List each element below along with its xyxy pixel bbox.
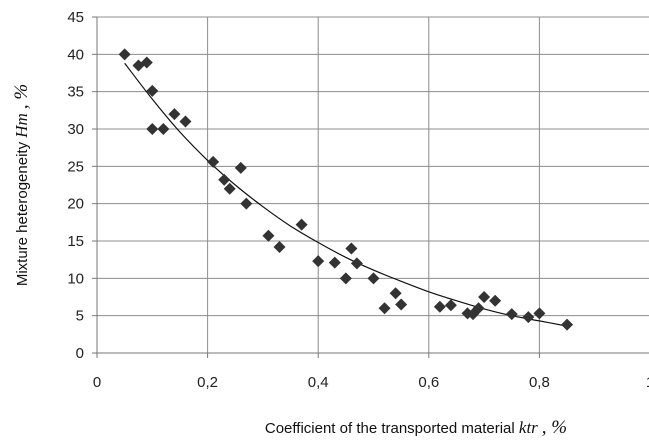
trendline xyxy=(124,62,568,327)
y-tick-label: 35 xyxy=(67,84,84,101)
y-tick-label: 30 xyxy=(67,121,84,138)
data-point xyxy=(118,48,131,61)
data-point xyxy=(489,294,502,307)
x-axis-title-unit: , % xyxy=(542,417,567,438)
data-point xyxy=(478,291,491,303)
y-tick-label: 0 xyxy=(76,345,84,362)
data-point xyxy=(157,123,170,135)
y-tick-label: 5 xyxy=(76,308,84,325)
x-tick-label: 0,8 xyxy=(529,374,550,391)
x-tick-label: 0,6 xyxy=(418,374,439,391)
x-tick-labels: 0 0,2 0,4 0,6 0,8 1 xyxy=(93,374,649,391)
data-point xyxy=(561,318,574,331)
data-point xyxy=(389,287,402,300)
axes xyxy=(92,16,649,358)
data-point xyxy=(273,240,286,253)
y-tick-label: 15 xyxy=(67,233,84,250)
y-axis-title-symbol: H xyxy=(12,124,31,139)
x-axis-title-text: Coefficient of the transported material xyxy=(265,420,519,437)
data-point xyxy=(146,123,159,135)
data-point xyxy=(234,161,247,174)
data-point xyxy=(367,272,380,285)
data-point xyxy=(444,299,457,312)
y-tick-label: 20 xyxy=(67,196,84,213)
data-point xyxy=(505,308,518,321)
data-points xyxy=(118,48,574,331)
data-point xyxy=(328,256,341,269)
data-point xyxy=(395,298,408,311)
data-point xyxy=(223,182,236,195)
x-axis-title-subscript: tr xyxy=(526,418,538,437)
y-tick-label: 45 xyxy=(67,9,84,26)
data-point xyxy=(472,302,485,315)
x-tick-label: 0,4 xyxy=(308,374,329,391)
data-point xyxy=(168,108,181,121)
data-point xyxy=(339,272,352,285)
data-point xyxy=(179,115,192,128)
data-point xyxy=(262,229,275,242)
x-axis-title: Coefficient of the transported material … xyxy=(265,417,567,438)
y-tick-labels: 0 5 10 15 20 25 30 35 40 45 xyxy=(67,9,84,362)
x-tick-label: 0,2 xyxy=(197,374,218,391)
grid xyxy=(97,16,649,353)
data-point xyxy=(345,242,358,255)
data-point xyxy=(146,84,159,97)
y-axis-title-text: Mixture heterogeneity xyxy=(14,138,31,286)
data-point xyxy=(140,56,153,69)
data-point xyxy=(207,155,220,168)
y-axis-title-unit: , % xyxy=(11,84,32,109)
data-point xyxy=(312,255,325,268)
y-tick-label: 10 xyxy=(67,270,84,287)
trendline-curve xyxy=(124,62,568,327)
data-point xyxy=(522,311,535,324)
data-point xyxy=(218,173,231,186)
y-axis-title-subscript: m xyxy=(12,113,31,125)
y-axis-title: Mixture heterogeneity Hm , % xyxy=(11,84,32,286)
y-tick-label: 40 xyxy=(67,46,84,63)
data-point xyxy=(533,307,546,320)
data-point xyxy=(240,197,253,210)
data-point xyxy=(378,302,391,315)
x-tick-label: 1 xyxy=(646,374,649,391)
y-tick-label: 25 xyxy=(67,158,84,175)
x-tick-label: 0 xyxy=(93,374,101,391)
x-axis-title-symbol: k xyxy=(519,418,527,437)
data-point xyxy=(295,218,308,231)
data-point xyxy=(350,257,363,270)
data-point xyxy=(433,300,446,313)
